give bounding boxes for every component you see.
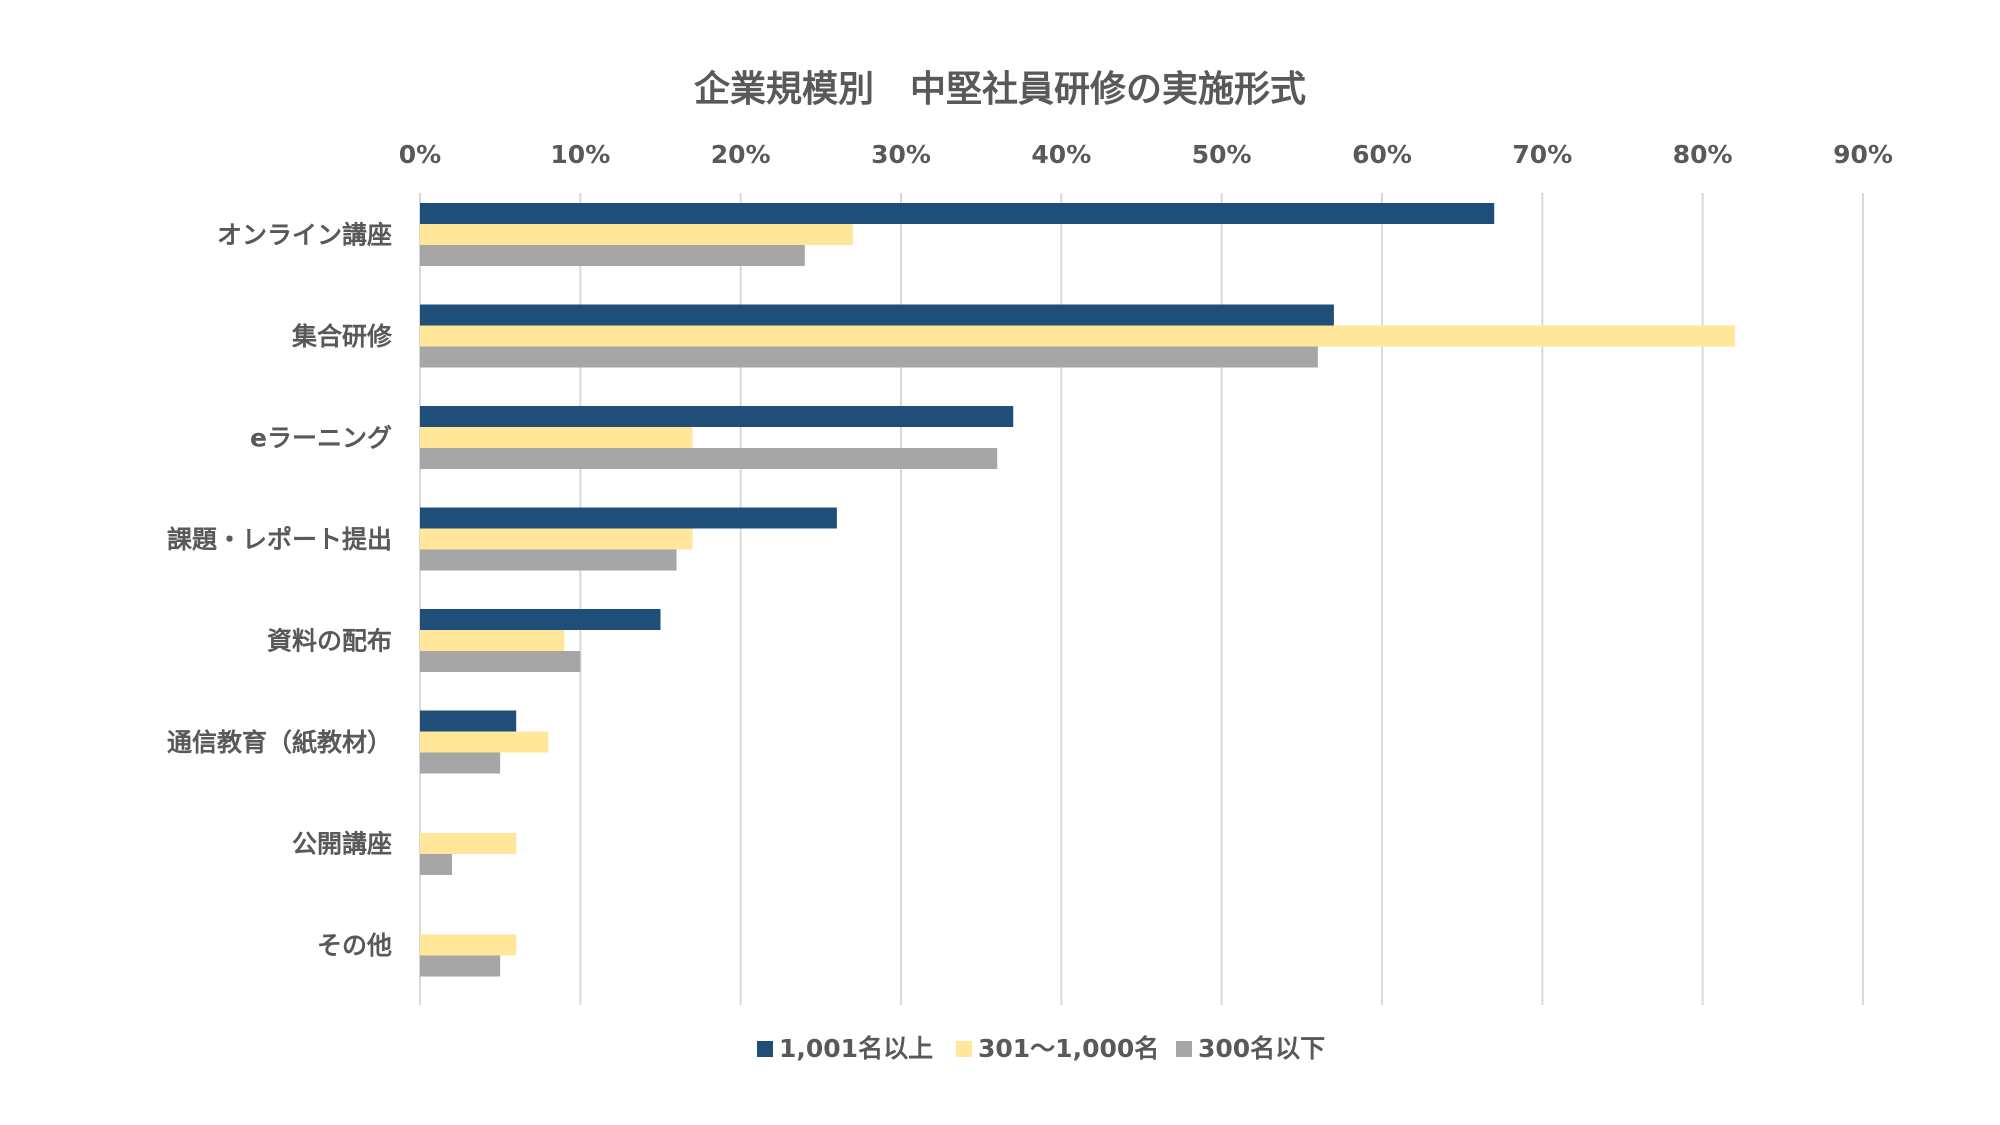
bar [420,955,501,977]
x-tick-label: 50% [1192,140,1252,169]
category-label: 課題・レポート提出 [167,525,392,554]
category-label: 通信教育（紙教材） [167,728,392,757]
bar [420,731,549,753]
bar [420,651,581,672]
legend-swatch [1176,1041,1192,1057]
bar [420,630,565,651]
category-label: 資料の配布 [267,627,392,656]
bar [420,427,693,448]
bar [420,507,837,529]
legend-label: 1,001名以上 [779,1034,933,1063]
x-tick-label: 0% [399,140,441,169]
bar [420,224,853,245]
x-tick-label: 80% [1673,140,1733,169]
category-label: 公開講座 [292,830,392,859]
bar [420,448,998,469]
x-tick-label: 10% [550,140,610,169]
bar [420,203,1495,224]
legend-swatch [757,1041,773,1057]
category-label: オンライン講座 [217,221,392,250]
x-tick-label: 90% [1833,140,1893,169]
x-tick-label: 40% [1031,140,1091,169]
x-tick-label: 30% [871,140,931,169]
category-label: その他 [317,931,392,960]
category-label: 集合研修 [291,322,393,351]
x-tick-label: 60% [1352,140,1412,169]
bars [420,203,1735,977]
bar [420,245,805,266]
bar [420,934,517,956]
bar [420,609,661,630]
legend-label: 300名以下 [1198,1034,1325,1063]
bar [420,854,453,875]
bar [420,528,693,550]
x-axis-ticks: 0% 10% 20% 30% 40% 50% 60% 70% 80% 90% [399,140,1893,169]
x-tick-label: 70% [1512,140,1572,169]
bar [420,752,501,774]
bar [420,833,517,854]
bar [420,325,1735,347]
bar [420,549,677,571]
legend-label: 301〜1,000名 [978,1034,1159,1063]
bar [420,304,1334,326]
legend-swatch [956,1041,972,1057]
legend: 1,001名以上 301〜1,000名 300名以下 [757,1034,1325,1063]
bar [420,710,517,732]
bar [420,406,1014,427]
x-tick-label: 20% [711,140,771,169]
bar [420,346,1318,368]
chart-title: 企業規模別 中堅社員研修の実施形式 [694,68,1306,110]
category-label: eラーニング [250,424,392,453]
